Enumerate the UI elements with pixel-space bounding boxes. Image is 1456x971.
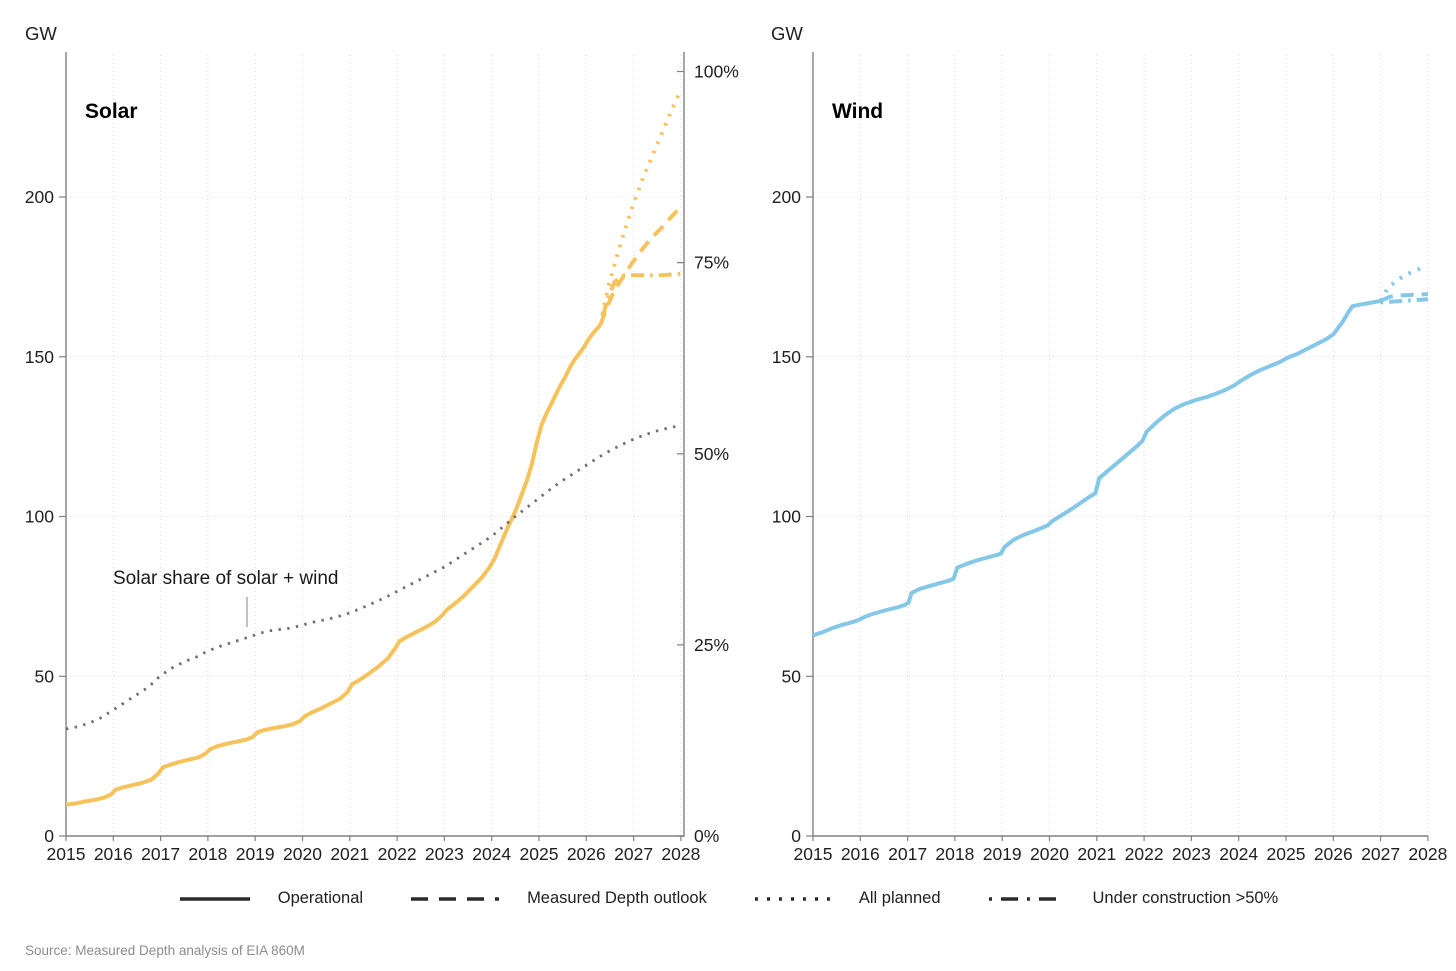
wind-x-tick-label: 2023: [1172, 844, 1211, 864]
solar-share-annotation: Solar share of solar + wind: [113, 568, 338, 589]
legend-label-operational: Operational: [277, 889, 364, 907]
wind-y-tick-label: 200: [772, 187, 801, 207]
wind-panel: 2015 2016 2017 2018 2019 2020 2021 2022 2023 2024…: [771, 23, 1447, 864]
solar-right-tick-label: 50%: [694, 444, 729, 464]
wind-x-tick-label: 2024: [1219, 844, 1258, 864]
solar-x-tick-label: 2026: [567, 844, 606, 864]
series-solar-under-construction: [598, 271, 682, 326]
solar-x-tick-label: 2015: [47, 844, 86, 864]
solar-y-tick-label: 150: [25, 347, 54, 367]
solar-x-tick-label: 2022: [378, 844, 417, 864]
solar-x-tick-label: 2028: [661, 844, 700, 864]
legend-swatch-dashdot-icon: [988, 896, 1065, 901]
wind-x-tick-label: 2021: [1077, 844, 1116, 864]
wind-x-tick-label: 2017: [888, 844, 927, 864]
wind-x-tick-label: 2018: [935, 844, 974, 864]
series-wind-outlook: [1379, 292, 1428, 303]
solar-y-tick-label: 100: [25, 507, 54, 527]
solar-y-tick-label: 50: [35, 666, 55, 686]
wind-x-tick-label: 2022: [1125, 844, 1164, 864]
wind-x-tick-label: 2015: [794, 844, 833, 864]
series-solar-outlook: [598, 205, 683, 326]
solar-x-tick-label: 2021: [330, 844, 369, 864]
legend-label-outlook: Measured Depth outlook: [527, 889, 707, 907]
solar-right-tick-label: 75%: [694, 253, 729, 273]
solar-x-tick-label: 2024: [472, 844, 511, 864]
solar-x-tick-label: 2017: [141, 844, 180, 864]
wind-y-tick-label: 50: [782, 666, 802, 686]
solar-panel-title: Solar: [85, 100, 138, 123]
wind-y-tick-label: 150: [772, 347, 801, 367]
solar-x-tick-label: 2025: [520, 844, 559, 864]
wind-x-tick-label: 2028: [1408, 844, 1447, 864]
wind-y-tick-label: 0: [791, 826, 801, 846]
wind-x-tick-label: 2027: [1361, 844, 1400, 864]
series-wind-all-planned: [1378, 263, 1427, 302]
series-wind-operational: [812, 298, 1382, 638]
wind-x-tick-label: 2026: [1314, 844, 1353, 864]
wind-x-tick-label: 2020: [1030, 844, 1069, 864]
chart-legend: Operational Measured Depth outlook All p…: [0, 889, 1456, 908]
solar-x-tick-label: 2027: [614, 844, 653, 864]
solar-y-tick-label: 0: [44, 826, 54, 846]
wind-x-tick-label: 2016: [841, 844, 880, 864]
solar-x-tick-label: 2018: [188, 844, 227, 864]
wind-x-tick-label: 2025: [1267, 844, 1306, 864]
legend-item-under-construction: Under construction >50%: [987, 889, 1279, 908]
wind-panel-title: Wind: [832, 100, 883, 123]
legend-item-outlook: Measured Depth outlook: [409, 889, 707, 908]
legend-item-operational: Operational: [178, 889, 363, 908]
wind-y-tick-label: 100: [772, 507, 801, 527]
solar-x-tick-label: 2016: [94, 844, 133, 864]
legend-swatch-dotted-icon: [754, 896, 831, 901]
solar-right-tick-label: 0%: [694, 826, 719, 846]
solar-x-tick-label: 2023: [425, 844, 464, 864]
wind-unit-label: GW: [771, 23, 803, 44]
solar-wind-chart: 2015 2016 2017 2018 2019 2020 2021 2022 2023 2024…: [25, 23, 1448, 864]
solar-x-tick-label: 2019: [236, 844, 275, 864]
legend-item-all-planned: All planned: [753, 889, 941, 908]
series-solar-solar-share: [65, 424, 682, 731]
series-solar-operational: [65, 323, 602, 807]
solar-x-tick-label: 2020: [283, 844, 322, 864]
legend-swatch-solid-icon: [179, 896, 250, 901]
solar-unit-label: GW: [25, 23, 57, 44]
legend-label-all-planned: All planned: [858, 889, 941, 907]
solar-right-tick-label: 100%: [694, 62, 739, 82]
source-note: Source: Measured Depth analysis of EIA 8…: [25, 943, 305, 958]
solar-panel: 2015 2016 2017 2018 2019 2020 2021 2022 2023 2024…: [25, 23, 739, 864]
wind-x-tick-label: 2019: [983, 844, 1022, 864]
series-wind-under-construction: [1380, 297, 1429, 305]
legend-swatch-dashed-icon: [411, 896, 500, 901]
solar-right-tick-label: 25%: [694, 635, 729, 655]
solar-y-tick-label: 200: [25, 187, 54, 207]
legend-label-under-construction: Under construction >50%: [1092, 889, 1279, 907]
